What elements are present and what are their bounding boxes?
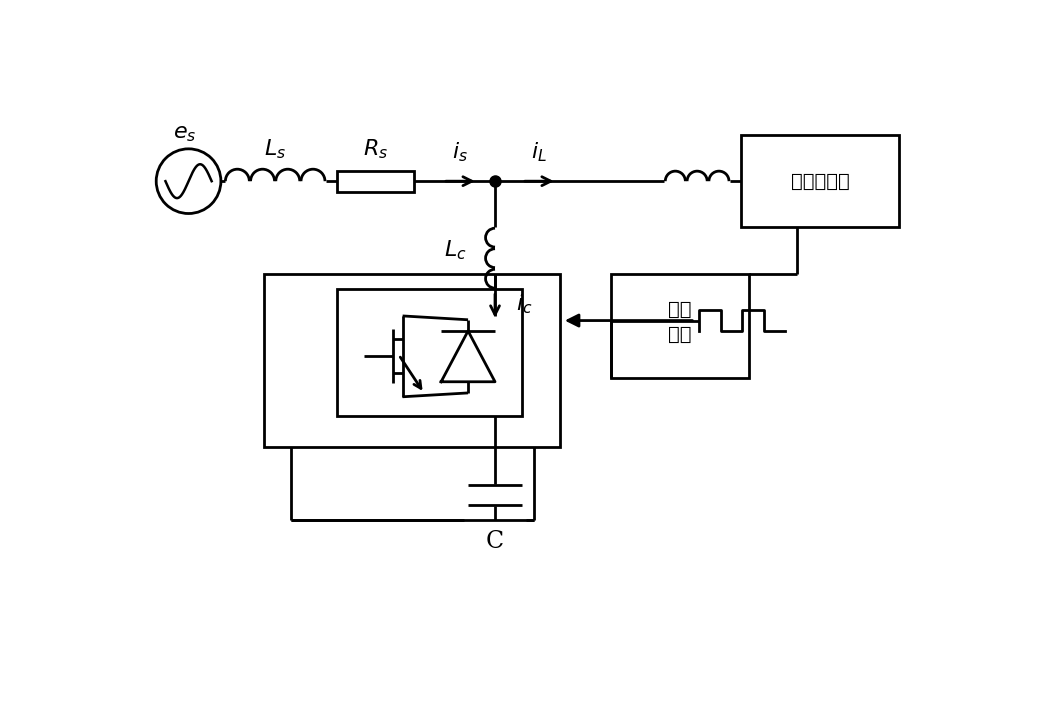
Text: 控制
系统: 控制 系统 bbox=[668, 300, 691, 344]
Bar bbox=[264, 273, 561, 447]
Text: $R_s$: $R_s$ bbox=[363, 137, 388, 161]
Text: $i_c$: $i_c$ bbox=[516, 292, 532, 316]
Text: $i_s$: $i_s$ bbox=[452, 140, 468, 164]
Text: $L_c$: $L_c$ bbox=[444, 238, 467, 262]
Text: $i_L$: $i_L$ bbox=[531, 140, 547, 164]
Text: 非线性负荷: 非线性负荷 bbox=[791, 172, 850, 190]
Bar bbox=[611, 273, 750, 377]
Text: $L_s$: $L_s$ bbox=[264, 137, 286, 161]
Bar bbox=[337, 289, 522, 416]
Text: $e_s$: $e_s$ bbox=[173, 122, 196, 145]
Text: C: C bbox=[485, 530, 504, 553]
Bar bbox=[741, 135, 899, 228]
Bar bbox=[337, 171, 414, 192]
